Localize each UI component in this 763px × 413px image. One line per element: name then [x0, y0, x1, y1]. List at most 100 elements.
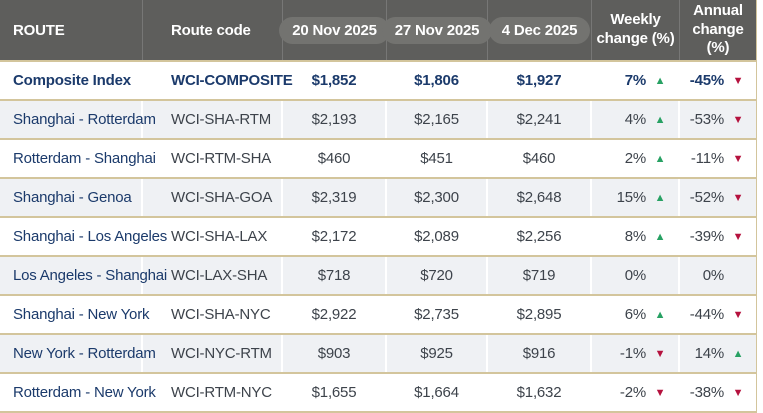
- price-4dec-2025: $460: [488, 140, 592, 177]
- trend-arrow: ▼: [732, 230, 744, 243]
- annual-change-cell: 14% ▲: [680, 335, 756, 372]
- route-code: WCI-SHA-GOA: [143, 179, 283, 216]
- trend-arrow: ▼: [732, 308, 744, 321]
- annual-change-value: 0%: [702, 267, 724, 284]
- price-4dec-2025: $2,241: [488, 101, 592, 138]
- price-20nov-2025: $1,655: [283, 374, 387, 411]
- price-27nov-2025: $2,300: [387, 179, 488, 216]
- trend-arrow: ▼: [654, 347, 666, 360]
- price-27nov-2025: $1,664: [387, 374, 488, 411]
- route-code: WCI-RTM-SHA: [143, 140, 283, 177]
- table-row: Shanghai - Rotterdam WCI-SHA-RTM $2,193 …: [0, 101, 756, 140]
- route-name: Rotterdam - Shanghai: [0, 140, 156, 177]
- annual-change-value: -11%: [690, 150, 724, 167]
- route-name: Shanghai - Los Angeles: [0, 218, 167, 255]
- table-row: Shanghai - Los Angeles WCI-SHA-LAX $2,17…: [0, 218, 756, 257]
- route-name: Composite Index: [0, 62, 143, 99]
- date-pill: 27 Nov 2025: [381, 16, 493, 44]
- price-20nov-2025: $460: [283, 140, 387, 177]
- price-4dec-2025: $2,256: [488, 218, 592, 255]
- annual-change-value: -38%: [689, 384, 724, 401]
- route-code: WCI-RTM-NYC: [143, 374, 283, 411]
- annual-change-label-line1: Annual: [693, 1, 743, 19]
- price-4dec-2025: $719: [488, 257, 592, 294]
- col-header-date-20nov: 20 Nov 2025: [279, 0, 390, 60]
- weekly-change-cell: 6% ▲: [592, 296, 680, 333]
- price-4dec-2025: $2,895: [488, 296, 592, 333]
- table-row: Shanghai - New York WCI-SHA-NYC $2,922 $…: [0, 296, 756, 335]
- trend-arrow: ▲: [654, 230, 666, 243]
- route-code: WCI-NYC-RTM: [143, 335, 283, 372]
- annual-change-cell: -53% ▼: [680, 101, 756, 138]
- table-row: Rotterdam - New York WCI-RTM-NYC $1,655 …: [0, 374, 756, 413]
- annual-change-cell: -11% ▼: [680, 140, 756, 177]
- weekly-change-value: 15%: [616, 189, 647, 206]
- annual-change-cell: -45% ▼: [680, 62, 756, 99]
- trend-arrow: ▼: [732, 74, 744, 87]
- weekly-change-cell: 0%: [592, 257, 680, 294]
- table-row: Los Angeles - Shanghai WCI-LAX-SHA $718 …: [0, 257, 756, 296]
- price-4dec-2025: $1,632: [488, 374, 592, 411]
- price-4dec-2025: $916: [488, 335, 592, 372]
- route-code: WCI-SHA-LAX: [143, 218, 283, 255]
- weekly-change-value: 6%: [624, 306, 646, 323]
- route-code: WCI-LAX-SHA: [143, 257, 283, 294]
- trend-arrow: ▲: [654, 191, 666, 204]
- price-27nov-2025: $1,806: [387, 62, 488, 99]
- route-code: WCI-COMPOSITE: [143, 62, 293, 99]
- annual-change-label-line2: change (%): [692, 20, 744, 57]
- trend-arrow: ▼: [654, 386, 666, 399]
- price-20nov-2025: $1,852: [283, 62, 387, 99]
- price-27nov-2025: $720: [387, 257, 488, 294]
- weekly-change-cell: -2% ▼: [592, 374, 680, 411]
- price-20nov-2025: $2,193: [283, 101, 387, 138]
- weekly-change-cell: 2% ▲: [592, 140, 680, 177]
- price-27nov-2025: $2,089: [387, 218, 488, 255]
- weekly-change-value: -2%: [619, 384, 646, 401]
- annual-change-value: -45%: [689, 72, 724, 89]
- price-20nov-2025: $2,172: [283, 218, 387, 255]
- weekly-change-value: -1%: [619, 345, 646, 362]
- route-name: Shanghai - Genoa: [0, 179, 143, 216]
- trend-arrow: ▼: [732, 386, 744, 399]
- price-27nov-2025: $925: [387, 335, 488, 372]
- weekly-change-cell: 7% ▲: [592, 62, 680, 99]
- weekly-change-value: 7%: [624, 72, 646, 89]
- price-20nov-2025: $2,922: [283, 296, 387, 333]
- weekly-change-value: 8%: [624, 228, 646, 245]
- weekly-change-value: 2%: [624, 150, 646, 167]
- trend-arrow: ▲: [732, 347, 744, 360]
- trend-arrow: ▲: [654, 113, 666, 126]
- trend-arrow: ▲: [654, 308, 666, 321]
- weekly-change-cell: 8% ▲: [592, 218, 680, 255]
- weekly-change-cell: -1% ▼: [592, 335, 680, 372]
- table-row: Shanghai - Genoa WCI-SHA-GOA $2,319 $2,3…: [0, 179, 756, 218]
- price-27nov-2025: $2,735: [387, 296, 488, 333]
- route-name: Shanghai - Rotterdam: [0, 101, 156, 138]
- route-code: WCI-SHA-RTM: [143, 101, 283, 138]
- price-4dec-2025: $2,648: [488, 179, 592, 216]
- weekly-change-value: 4%: [624, 111, 646, 128]
- trend-arrow: ▼: [732, 113, 744, 126]
- annual-change-value: -44%: [689, 306, 724, 323]
- col-header-annual-change: Annual change (%): [680, 0, 756, 60]
- trend-arrow: ▲: [654, 74, 666, 87]
- price-20nov-2025: $718: [283, 257, 387, 294]
- table-row: Composite Index WCI-COMPOSITE $1,852 $1,…: [0, 62, 756, 101]
- date-pill: 20 Nov 2025: [279, 16, 390, 44]
- weekly-change-cell: 15% ▲: [592, 179, 680, 216]
- annual-change-cell: -38% ▼: [680, 374, 756, 411]
- col-header-date-4dec: 4 Dec 2025: [488, 0, 592, 60]
- route-name: Los Angeles - Shanghai: [0, 257, 167, 294]
- annual-change-cell: -52% ▼: [680, 179, 756, 216]
- price-20nov-2025: $903: [283, 335, 387, 372]
- col-header-weekly-change: Weekly change (%): [592, 0, 680, 60]
- annual-change-value: -52%: [689, 189, 724, 206]
- route-code: WCI-SHA-NYC: [143, 296, 283, 333]
- col-header-date-27nov: 27 Nov 2025: [381, 0, 493, 60]
- route-name: New York - Rotterdam: [0, 335, 156, 372]
- table-body: Composite Index WCI-COMPOSITE $1,852 $1,…: [0, 62, 756, 413]
- table-row: New York - Rotterdam WCI-NYC-RTM $903 $9…: [0, 335, 756, 374]
- col-header-route: ROUTE: [0, 0, 143, 60]
